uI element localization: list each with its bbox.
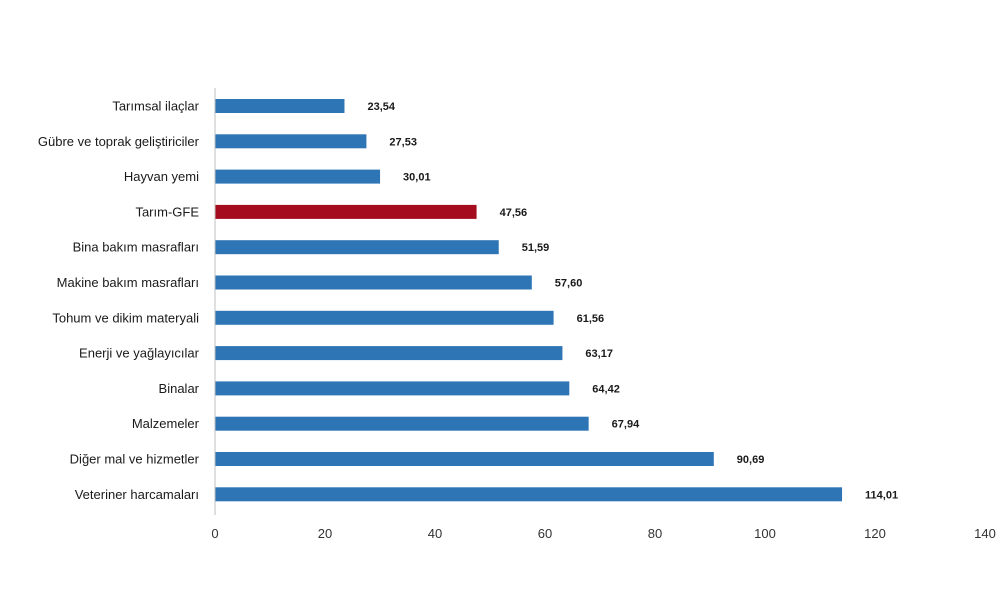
data-label: 61,56 bbox=[577, 313, 605, 325]
category-label: Tarımsal ilaçlar bbox=[112, 99, 199, 114]
x-tick-label: 20 bbox=[318, 526, 332, 541]
x-tick-label: 80 bbox=[648, 526, 662, 541]
data-label: 30,01 bbox=[403, 172, 431, 184]
bar-highlight bbox=[215, 204, 477, 219]
data-label: 90,69 bbox=[737, 454, 765, 466]
x-tick-label: 40 bbox=[428, 526, 442, 541]
bar bbox=[215, 99, 345, 113]
x-tick-label: 120 bbox=[864, 526, 886, 541]
category-label: Binalar bbox=[159, 381, 200, 396]
data-label: 57,60 bbox=[555, 278, 583, 290]
bar bbox=[215, 381, 570, 396]
data-label: 64,42 bbox=[592, 383, 620, 395]
x-tick-label: 60 bbox=[538, 526, 552, 541]
category-label: Enerji ve yağlayıcılar bbox=[79, 346, 200, 361]
category-label: Bina bakım masrafları bbox=[73, 240, 199, 255]
data-label: 114,01 bbox=[865, 489, 898, 501]
bar bbox=[215, 452, 714, 466]
category-label: Gübre ve toprak geliştiriciler bbox=[38, 134, 200, 149]
data-label: 63,17 bbox=[585, 348, 613, 360]
bar bbox=[215, 169, 381, 184]
bar bbox=[215, 240, 499, 255]
category-label: Makine bakım masrafları bbox=[57, 275, 199, 290]
data-label: 47,56 bbox=[500, 207, 528, 219]
bar bbox=[215, 310, 554, 325]
category-label: Diğer mal ve hizmetler bbox=[70, 452, 200, 467]
bar bbox=[215, 134, 367, 149]
category-label: Malzemeler bbox=[132, 416, 200, 431]
data-label: 51,59 bbox=[522, 242, 550, 254]
bar bbox=[215, 275, 532, 290]
bar bbox=[215, 346, 563, 361]
bar bbox=[215, 487, 843, 502]
category-label: Hayvan yemi bbox=[124, 169, 199, 184]
x-tick-label: 0 bbox=[211, 526, 218, 541]
data-label: 27,53 bbox=[389, 136, 417, 148]
data-label: 67,94 bbox=[612, 419, 640, 431]
x-tick-label: 140 bbox=[974, 526, 996, 541]
x-tick-label: 100 bbox=[754, 526, 776, 541]
category-label: Tohum ve dikim materyali bbox=[52, 310, 199, 325]
bar bbox=[215, 416, 589, 431]
category-label: Veteriner harcamaları bbox=[75, 487, 199, 502]
data-label: 23,54 bbox=[367, 101, 395, 113]
category-label: Tarım-GFE bbox=[135, 204, 199, 219]
